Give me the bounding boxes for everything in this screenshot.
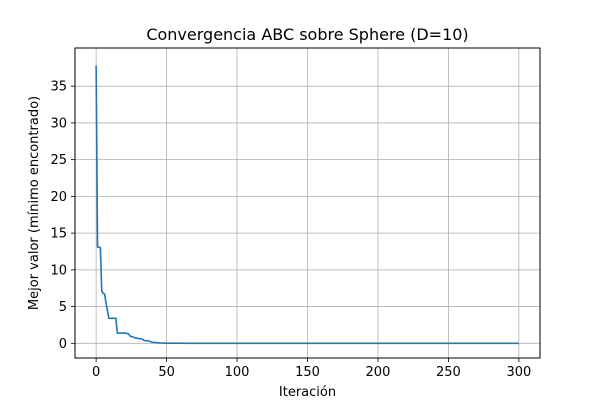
y-tick-label: 20 (50, 190, 67, 205)
x-tick-label: 200 (366, 365, 391, 380)
x-tick-label: 150 (295, 365, 320, 380)
x-tick-label: 300 (506, 365, 531, 380)
x-tick-label: 100 (225, 365, 250, 380)
x-axis-label: Iteración (279, 385, 336, 400)
x-tick-label: 250 (436, 365, 461, 380)
y-tick-label: 5 (59, 300, 67, 315)
y-tick-label: 15 (50, 227, 67, 242)
ticks: 0 50 100 150 200 250 300 0 5 10 15 20 25 30 35 (50, 80, 531, 380)
series-line (95, 65, 519, 345)
series (95, 65, 519, 345)
grid (75, 48, 540, 358)
y-axis-label: Mejor valor (mínimo encontrado) (27, 96, 42, 310)
x-tick-label: 0 (92, 365, 100, 380)
y-tick-label: 35 (50, 80, 67, 95)
chart-title: Convergencia ABC sobre Sphere (D=10) (146, 25, 468, 44)
y-tick-label: 0 (59, 337, 67, 352)
x-tick-label: 50 (158, 365, 175, 380)
y-tick-label: 10 (50, 263, 67, 278)
y-tick-label: 25 (50, 153, 67, 168)
y-tick-label: 30 (50, 116, 67, 131)
